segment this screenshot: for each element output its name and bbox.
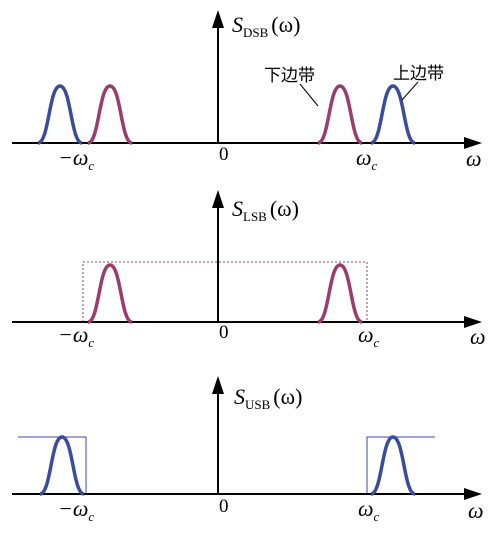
title: SLSB (ω) [232,196,299,224]
panel-dsb: SDSB (ω) 下边带 上边带 −ωc 0 ωc ω [12,10,482,173]
tick-label: 0 [219,496,229,517]
panel-lsb: SLSB (ω) −ωc 0 ωc ω [12,190,486,350]
hump [39,435,85,496]
hump [317,84,363,145]
tick-label: −ωc [58,322,94,350]
axis-label: ω [468,498,484,523]
panel-usb: SUSB (ω) −ωc 0 ωc ω [12,376,484,524]
tick-label: ωc [358,496,380,524]
annotation: 上边带 [393,64,444,84]
tick-label: −ωc [58,496,94,524]
leader [401,81,419,101]
tick-label: −ωc [58,145,94,173]
band [366,436,435,494]
leader [299,83,319,107]
x-arrow [464,137,482,149]
x-arrow [464,488,482,500]
axis-label: ω [466,146,482,171]
y-arrow [212,376,224,394]
axis-label: ω [470,324,486,349]
hump [370,84,416,145]
y-arrow [212,190,224,208]
hump [317,263,363,324]
tick-label: ωc [358,322,380,350]
tick-label: 0 [219,144,229,165]
hump [37,84,83,145]
title: SDSB (ω) [232,12,300,40]
title: SUSB (ω) [234,384,302,412]
tick-label: 0 [219,322,229,343]
hump [87,84,133,145]
annotation: 下边带 [264,66,315,86]
y-arrow [212,10,224,28]
band [18,436,87,494]
hump [87,263,133,324]
x-arrow [464,316,482,328]
hump [370,435,416,496]
tick-label: ωc [356,145,378,173]
